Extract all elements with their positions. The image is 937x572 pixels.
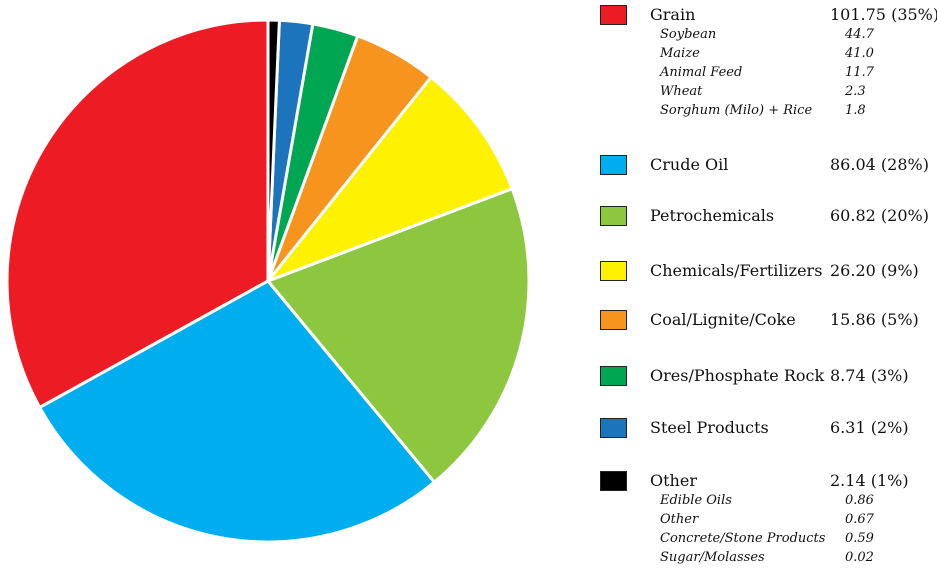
legend-subvalue: 44.7 bbox=[845, 27, 874, 42]
legend-sublabel: Other bbox=[660, 512, 699, 527]
legend-swatch-other bbox=[600, 471, 627, 491]
legend-subvalue: 0.86 bbox=[845, 493, 874, 508]
legend-label-chemicals-fertilizers: Chemicals/Fertilizers bbox=[650, 261, 823, 280]
legend-value-grain: 101.75 (35%) bbox=[830, 5, 937, 24]
pie-slice-petrochemicals bbox=[266, 187, 531, 484]
legend-value-petrochemicals: 60.82 (20%) bbox=[830, 206, 929, 225]
legend-sublabel: Maize bbox=[660, 46, 700, 61]
pie-slice-crude-oil bbox=[38, 279, 436, 544]
pie-slice-other bbox=[266, 18, 281, 283]
legend-swatch-crude-oil bbox=[600, 155, 627, 175]
legend-sublabel: Sugar/Molasses bbox=[660, 550, 765, 565]
legend-swatch-steel-products bbox=[600, 418, 627, 438]
legend-swatch-chemicals-fertilizers bbox=[600, 261, 627, 281]
legend-subvalue: 0.02 bbox=[845, 550, 874, 565]
legend-sublabel: Wheat bbox=[660, 84, 703, 99]
legend-subvalue: 41.0 bbox=[845, 46, 874, 61]
legend-value-steel-products: 6.31 (2%) bbox=[830, 418, 909, 437]
legend-sublabel: Concrete/Stone Products bbox=[660, 531, 826, 546]
legend-label-coal-lignite-coke: Coal/Lignite/Coke bbox=[650, 310, 796, 329]
legend-value-ores-phosphate-rock: 8.74 (3%) bbox=[830, 366, 909, 385]
legend-label-grain: Grain bbox=[650, 5, 696, 24]
legend-subvalue: 2.3 bbox=[845, 84, 866, 99]
legend-subvalue: 1.8 bbox=[845, 103, 866, 118]
legend-value-coal-lignite-coke: 15.86 (5%) bbox=[830, 310, 919, 329]
legend-value-other: 2.14 (1%) bbox=[830, 471, 909, 490]
legend-sublabel: Edible Oils bbox=[660, 493, 732, 508]
legend-label-other: Other bbox=[650, 471, 697, 490]
legend-sublabel: Sorghum (Milo) + Rice bbox=[660, 103, 813, 118]
legend-sublabel: Animal Feed bbox=[660, 65, 743, 80]
legend-value-chemicals-fertilizers: 26.20 (9%) bbox=[830, 261, 919, 280]
legend-swatch-grain bbox=[600, 5, 627, 25]
legend-sublabel: Soybean bbox=[660, 27, 717, 42]
legend-swatch-petrochemicals bbox=[600, 206, 627, 226]
legend-subvalue: 0.67 bbox=[845, 512, 874, 527]
legend-label-petrochemicals: Petrochemicals bbox=[650, 206, 775, 225]
legend-label-ores-phosphate-rock: Ores/Phosphate Rock bbox=[650, 366, 825, 385]
legend-swatch-coal-lignite-coke bbox=[600, 310, 627, 330]
legend-label-crude-oil: Crude Oil bbox=[650, 155, 729, 174]
legend-label-steel-products: Steel Products bbox=[650, 418, 769, 437]
pie-slice-grain bbox=[5, 18, 270, 409]
legend-swatch-ores-phosphate-rock bbox=[600, 366, 627, 386]
pie-slice-chemicals-fertilizers bbox=[266, 75, 514, 283]
legend-subvalue: 0.59 bbox=[845, 531, 874, 546]
legend-subvalue: 11.7 bbox=[845, 65, 874, 80]
legend-value-crude-oil: 86.04 (28%) bbox=[830, 155, 929, 174]
